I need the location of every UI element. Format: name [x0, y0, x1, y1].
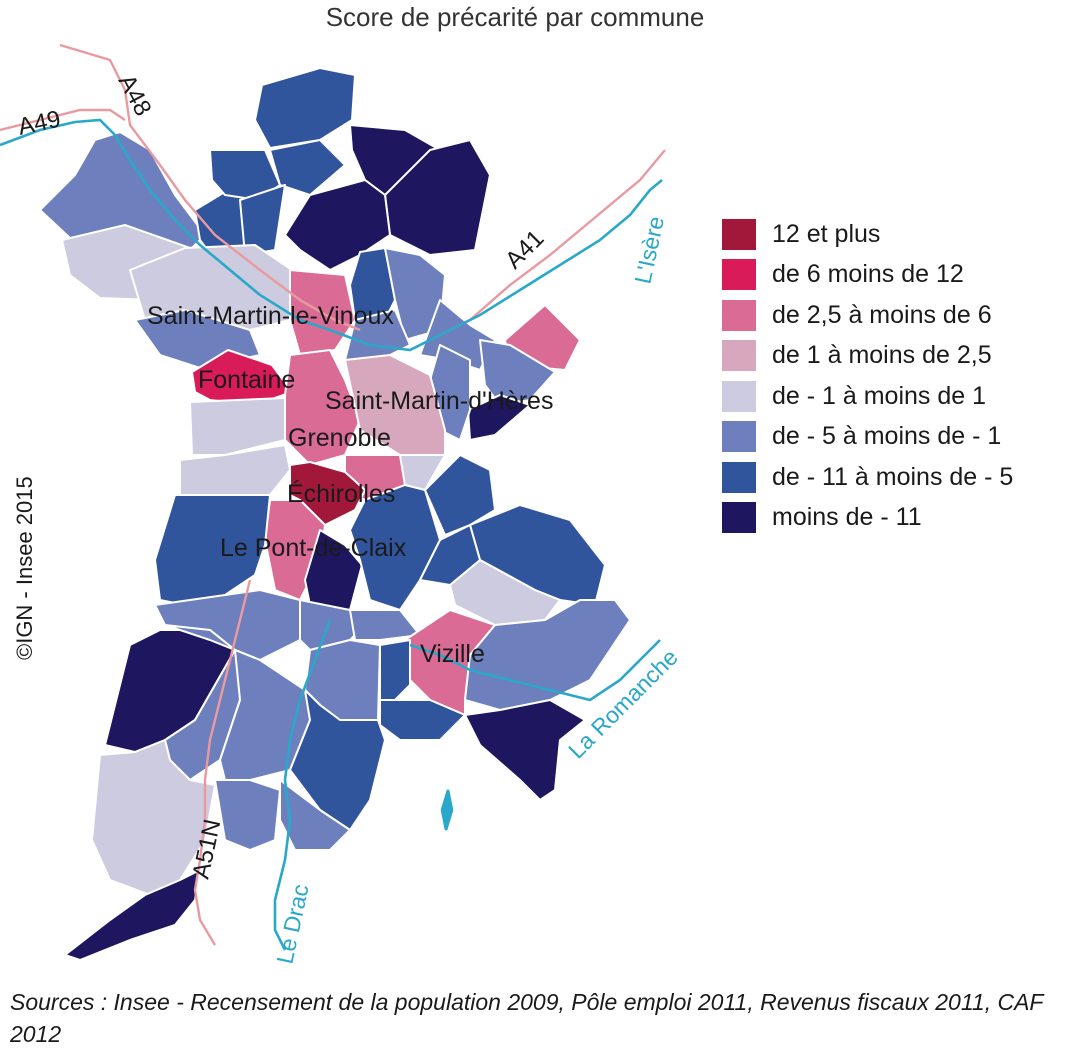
legend-item: de - 5 à moins de - 1 [722, 417, 1013, 458]
river-isere [0, 118, 663, 352]
legend-label: de 1 à moins de 2,5 [772, 341, 992, 370]
map-title: Score de précarité par commune [325, 2, 705, 32]
commune[interactable] [239, 184, 286, 256]
sources-note: Sources : Insee - Recensement de la popu… [10, 989, 1044, 1047]
river-label-drac: Le Drac [271, 882, 313, 966]
legend-swatch [722, 380, 756, 412]
legend-swatch [722, 340, 756, 372]
legend-label: de 6 moins de 12 [772, 260, 964, 289]
lake [440, 789, 454, 831]
commune[interactable] [467, 394, 531, 441]
commune[interactable] [349, 609, 421, 641]
legend-item: de 2,5 à moins de 6 [722, 295, 1013, 336]
river-drac [273, 619, 332, 951]
legend-swatch [722, 502, 756, 534]
commune[interactable] [219, 649, 311, 781]
choropleth-map: A49 A48 A41 A51N L'Isère La Romanche Le … [0, 43, 683, 966]
copyright-notice: ©IGN - Insee 2015 [12, 476, 37, 660]
highways [0, 43, 666, 946]
highway-a51n [193, 579, 252, 946]
city-label-grenoble: Grenoble [288, 424, 391, 452]
legend-label: 12 et plus [772, 219, 881, 248]
city-label-vizille: Vizille [420, 640, 485, 668]
commune[interactable] [254, 67, 356, 149]
highway-a49 [0, 108, 126, 132]
commune[interactable] [269, 139, 346, 196]
legend: 12 et plus de 6 moins de 12 de 2,5 à moi… [722, 214, 1013, 538]
legend-swatch [722, 461, 756, 493]
city-labels: Saint-Martin-le-Vinoux Fontaine Saint-Ma… [147, 302, 553, 668]
commune[interactable] [279, 779, 351, 851]
commune[interactable] [424, 454, 496, 536]
legend-item: 12 et plus [722, 214, 1013, 255]
legend-item: de 6 moins de 12 [722, 255, 1013, 296]
highway-a48 [59, 43, 361, 332]
city-label-saint-martin-le-vinoux: Saint-Martin-le-Vinoux [147, 302, 394, 330]
road-label-a49: A49 [16, 106, 63, 141]
commune[interactable] [449, 559, 561, 626]
communes [39, 67, 631, 961]
rivers [0, 118, 663, 951]
commune[interactable] [189, 397, 286, 456]
legend-label: de - 11 à moins de - 5 [772, 462, 1014, 491]
city-label-le-pont-de-claix: Le Pont-de-Claix [220, 534, 407, 562]
river-label-isere: L'Isère [629, 214, 669, 286]
commune[interactable] [464, 599, 631, 711]
legend-item: de - 11 à moins de - 5 [722, 457, 1013, 498]
commune[interactable] [419, 524, 481, 586]
legend-label: de 2,5 à moins de 6 [772, 300, 992, 329]
legend-swatch [722, 299, 756, 331]
legend-swatch [722, 259, 756, 291]
city-label-saint-martin-d-heres: Saint-Martin-d'Hères [325, 387, 553, 415]
legend-item: de 1 à moins de 2,5 [722, 336, 1013, 377]
commune[interactable] [91, 739, 216, 896]
legend-label: de - 1 à moins de 1 [772, 381, 987, 410]
commune[interactable] [349, 484, 441, 611]
commune[interactable] [289, 461, 366, 526]
legend-swatch [722, 218, 756, 250]
road-label-a41: A41 [500, 225, 549, 274]
commune[interactable] [214, 779, 281, 851]
river-romanche [409, 639, 661, 702]
commune[interactable] [379, 639, 411, 701]
legend-item: de - 1 à moins de 1 [722, 376, 1013, 417]
city-label-echirolles: Échirolles [287, 479, 395, 508]
legend-swatch [722, 421, 756, 453]
highway-a41 [439, 149, 666, 337]
commune[interactable] [379, 699, 466, 741]
legend-label: de - 5 à moins de - 1 [772, 422, 1002, 451]
commune[interactable] [344, 354, 446, 456]
commune[interactable] [64, 869, 201, 961]
legend-item: moins de - 11 [722, 498, 1013, 539]
commune[interactable] [464, 699, 586, 801]
commune[interactable] [479, 339, 556, 406]
city-label-fontaine: Fontaine [198, 366, 295, 394]
legend-label: moins de - 11 [772, 503, 922, 532]
commune[interactable] [289, 689, 386, 831]
